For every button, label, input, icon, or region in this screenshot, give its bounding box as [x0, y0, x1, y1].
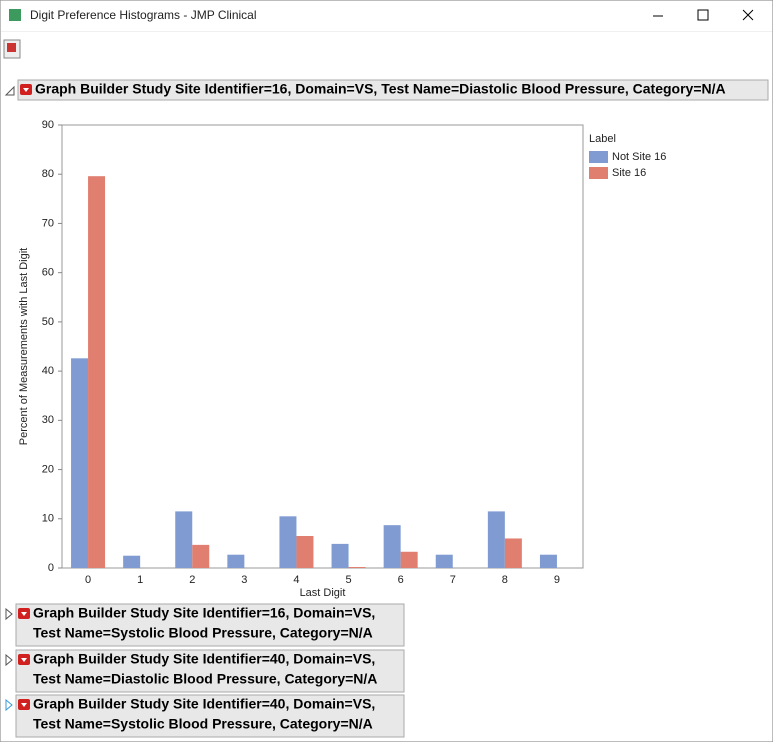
y-tick-label: 30 — [42, 414, 54, 426]
y-tick-label: 90 — [42, 119, 54, 131]
menu-arrow — [23, 88, 29, 92]
bar — [71, 358, 89, 568]
y-tick-label: 10 — [42, 513, 54, 525]
bar — [192, 544, 210, 568]
outline-title: Test Name=Systolic Blood Pressure, Categ… — [33, 625, 373, 641]
x-axis-label: Last Digit — [300, 587, 346, 599]
bar — [123, 555, 141, 568]
plot-area — [61, 124, 584, 569]
legend-swatch — [589, 151, 608, 163]
y-tick-label: 40 — [42, 365, 54, 377]
legend-title: Label — [589, 133, 616, 145]
disclosure-triangle[interactable] — [5, 607, 13, 621]
menu-arrow — [21, 658, 27, 662]
bar — [435, 554, 453, 568]
bar — [348, 567, 366, 568]
y-tick-label: 60 — [42, 267, 54, 279]
outline-title: Graph Builder Study Site Identifier=16, … — [33, 605, 375, 621]
disclosure-triangle[interactable] — [5, 698, 13, 712]
outline-title: Test Name=Systolic Blood Pressure, Categ… — [33, 716, 373, 732]
legend-label: Site 16 — [612, 167, 646, 179]
x-tick-label: 5 — [345, 574, 351, 586]
outline-title: Test Name=Diastolic Blood Pressure, Cate… — [33, 671, 377, 687]
bar — [88, 176, 106, 569]
bar — [400, 551, 418, 568]
app-icon — [9, 9, 21, 21]
y-tick-label: 70 — [42, 217, 54, 229]
outline-title: Graph Builder Study Site Identifier=40, … — [33, 696, 375, 712]
x-tick-label: 8 — [502, 574, 508, 586]
bar — [487, 511, 505, 568]
outline-header — [15, 694, 405, 738]
x-tick-label: 2 — [189, 574, 195, 586]
title-bar — [1, 1, 772, 31]
window-title: Digit Preference Histograms - JMP Clinic… — [30, 8, 257, 22]
outline-header — [15, 649, 405, 693]
disclosure-triangle[interactable] — [4, 85, 15, 96]
x-tick-label: 0 — [85, 574, 91, 586]
outline-title: Graph Builder Study Site Identifier=40, … — [33, 651, 375, 667]
bar — [296, 536, 314, 568]
x-tick-label: 9 — [554, 574, 560, 586]
x-tick-label: 4 — [293, 574, 299, 586]
menu-arrow — [21, 703, 27, 707]
outline-header — [15, 603, 405, 647]
y-tick-label: 20 — [42, 463, 54, 475]
y-tick-label: 0 — [48, 562, 54, 574]
bar — [331, 543, 349, 568]
bar — [227, 554, 245, 568]
y-tick-label: 50 — [42, 316, 54, 328]
disclosure-triangle[interactable] — [5, 653, 13, 667]
toolbar-icon — [7, 43, 16, 52]
x-tick-label: 1 — [137, 574, 143, 586]
bar — [175, 511, 193, 568]
close-button[interactable] — [742, 9, 754, 21]
outline-title: Graph Builder Study Site Identifier=16, … — [35, 81, 726, 97]
bar — [504, 538, 522, 568]
menu-arrow — [21, 612, 27, 616]
outline-header — [17, 79, 769, 101]
y-tick-label: 80 — [42, 168, 54, 180]
bar — [539, 554, 557, 568]
legend-label: Not Site 16 — [612, 151, 666, 163]
maximize-button[interactable] — [697, 9, 709, 21]
x-tick-label: 3 — [241, 574, 247, 586]
bar — [383, 525, 401, 568]
x-tick-label: 7 — [450, 574, 456, 586]
bar — [279, 516, 297, 568]
legend-swatch — [589, 167, 608, 179]
y-axis-label: Percent of Measurements with Last Digit — [18, 248, 30, 445]
x-tick-label: 6 — [398, 574, 404, 586]
